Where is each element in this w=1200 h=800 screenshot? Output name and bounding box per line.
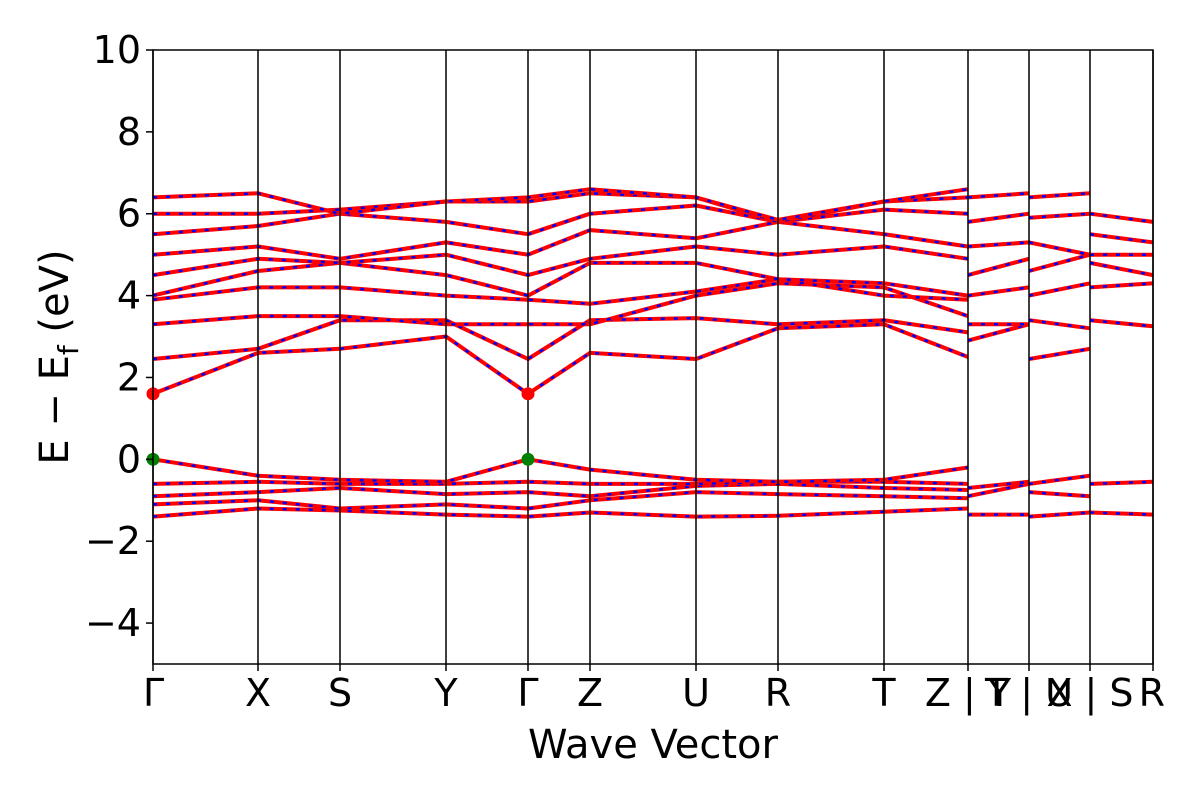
band-line: [967, 191, 1030, 200]
band-edge-marker: [521, 452, 535, 466]
x-tick-label: X: [245, 671, 271, 715]
band-line-dashed: [1089, 212, 1154, 224]
band-line: [1028, 211, 1091, 220]
x-tick-label: S: [328, 671, 352, 715]
x-tick-label: Γ: [143, 671, 164, 715]
band-line-dashed: [1089, 261, 1154, 277]
band-line-dashed: [152, 204, 969, 236]
y-tick-label: 4: [117, 274, 141, 318]
band-line: [967, 285, 1030, 298]
band-line: [1028, 191, 1091, 200]
y-tick-label: 8: [117, 110, 141, 154]
band-line: [1028, 473, 1091, 486]
band-line-dashed: [152, 507, 969, 518]
y-axis-title-main: E − E: [32, 355, 78, 465]
y-tick-label: 10: [93, 28, 141, 72]
band-line-dashed: [153, 192, 969, 224]
y-ticks: −4 −2 0 2 4 6 8 10: [85, 28, 153, 645]
band-line-dashed: [152, 277, 969, 306]
band-line-dashed: [152, 490, 969, 510]
band-line-dashed: [152, 261, 969, 297]
band-line: [152, 457, 969, 484]
band-line-dashed: [152, 282, 969, 326]
band-line: [1028, 281, 1091, 298]
y-tick-label: 6: [117, 192, 141, 236]
bands-layer: [152, 187, 1154, 519]
x-tick-label: U: [682, 671, 710, 715]
y-tick-label: 0: [117, 437, 141, 481]
plot-frame: [152, 49, 1154, 665]
y-axis-title-unit: (eV): [32, 249, 78, 345]
band-line-dashed: [967, 257, 1030, 277]
x-tick-label: Y: [433, 671, 458, 715]
band-line: [967, 481, 1030, 499]
y-axis-title-subscript: f: [52, 344, 85, 355]
band-line-dashed: [152, 482, 969, 498]
band-line-dashed: [152, 323, 969, 396]
band-line: [967, 211, 1030, 224]
band-line: [967, 479, 1030, 490]
x-tick-label: Γ: [517, 671, 538, 715]
x-tick-label: T: [871, 671, 896, 715]
y-axis-title: E − Ef (eV): [32, 249, 85, 464]
band-line: [152, 187, 969, 222]
band-line: [1028, 240, 1091, 257]
band-line-dashed: [152, 220, 969, 261]
band-line-dashed: [152, 316, 969, 361]
band-line-dashed: [1089, 282, 1154, 289]
y-tick-label: −2: [85, 519, 141, 563]
x-tick-label: R: [1139, 671, 1165, 715]
band-line: [1028, 490, 1091, 499]
band-line-dashed: [967, 323, 1030, 342]
x-tick-label: T | U: [984, 671, 1073, 716]
band-line: [152, 506, 969, 519]
y-tick-label: 2: [117, 355, 141, 399]
band-line: [152, 322, 969, 396]
band-line-dashed: [1089, 480, 1154, 486]
x-tick-label: R: [765, 671, 791, 715]
y-tick-label: −4: [85, 601, 141, 645]
band-line: [1028, 510, 1091, 519]
band-line-dashed: [1028, 253, 1091, 273]
band-line: [1028, 318, 1091, 331]
band-line: [152, 219, 969, 261]
x-axis-title: Wave Vector: [528, 722, 779, 768]
x-tick-label: Z | Y: [925, 671, 1012, 716]
band-line: [152, 244, 969, 278]
x-tick-label: Z: [577, 671, 603, 715]
x-tick-label: X | S: [1046, 671, 1133, 716]
band-line: [967, 240, 1030, 249]
band-line-dashed: [1089, 511, 1154, 516]
band-line: [1028, 346, 1091, 361]
band-line-dashed: [1089, 318, 1154, 328]
band-edge-marker: [521, 387, 535, 401]
band-line-dashed: [1089, 232, 1154, 244]
